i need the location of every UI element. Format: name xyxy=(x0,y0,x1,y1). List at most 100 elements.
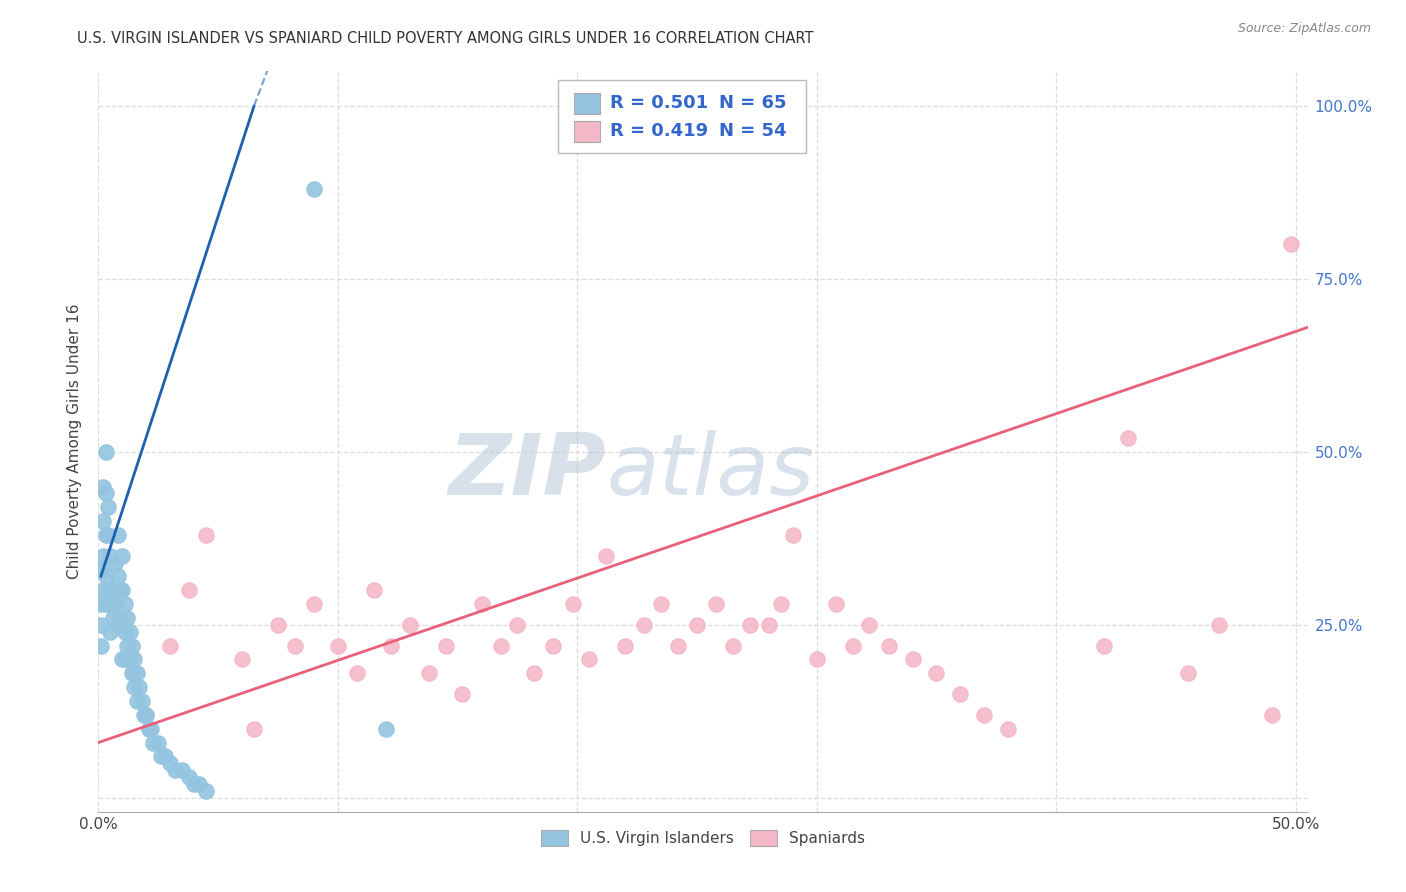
Point xyxy=(380,639,402,653)
Point xyxy=(721,639,744,653)
Point xyxy=(195,784,218,798)
Point xyxy=(90,563,112,577)
Point xyxy=(94,445,117,459)
Point xyxy=(131,694,153,708)
Point xyxy=(135,707,157,722)
Text: ZIP: ZIP xyxy=(449,430,606,513)
Point xyxy=(782,528,804,542)
Point xyxy=(363,583,385,598)
Point xyxy=(115,611,138,625)
Point xyxy=(188,777,211,791)
Point xyxy=(704,597,727,611)
Point xyxy=(267,618,290,632)
Point xyxy=(97,528,120,542)
Point xyxy=(179,770,201,784)
Point xyxy=(118,624,141,639)
Point xyxy=(124,666,146,681)
Point xyxy=(121,639,143,653)
Point xyxy=(90,639,112,653)
Point xyxy=(128,680,150,694)
Point xyxy=(1279,237,1302,252)
Point xyxy=(118,652,141,666)
Point xyxy=(506,618,529,632)
Point xyxy=(374,722,396,736)
Text: atlas: atlas xyxy=(606,430,814,513)
Point xyxy=(90,597,112,611)
Point xyxy=(1092,639,1115,653)
Point xyxy=(949,687,972,701)
Point xyxy=(148,735,170,749)
Point xyxy=(94,486,117,500)
Point xyxy=(104,597,127,611)
Point xyxy=(94,528,117,542)
Point xyxy=(523,666,546,681)
Point xyxy=(100,624,122,639)
Point xyxy=(124,652,146,666)
Point xyxy=(302,597,325,611)
Point xyxy=(666,639,689,653)
Point xyxy=(451,687,474,701)
Point xyxy=(97,500,120,515)
Point xyxy=(543,639,565,653)
Point xyxy=(135,707,157,722)
Text: R = 0.419: R = 0.419 xyxy=(610,122,709,140)
Point xyxy=(125,694,148,708)
Point xyxy=(614,639,637,653)
Text: R = 0.501: R = 0.501 xyxy=(610,95,709,112)
Point xyxy=(100,549,122,563)
Point xyxy=(738,618,761,632)
Point xyxy=(108,583,131,598)
Point xyxy=(595,549,617,563)
Point xyxy=(91,549,114,563)
Point xyxy=(100,597,122,611)
Point xyxy=(101,611,124,625)
Point xyxy=(825,597,848,611)
Point xyxy=(769,597,792,611)
Point xyxy=(91,479,114,493)
Point xyxy=(159,756,181,771)
Point xyxy=(124,680,146,694)
Point xyxy=(104,556,127,570)
Point xyxy=(172,763,194,777)
Point xyxy=(925,666,948,681)
Text: Source: ZipAtlas.com: Source: ZipAtlas.com xyxy=(1237,22,1371,36)
Point xyxy=(326,639,349,653)
Point xyxy=(114,597,136,611)
Point xyxy=(183,777,205,791)
Point xyxy=(195,528,218,542)
Point xyxy=(418,666,440,681)
Point xyxy=(633,618,655,632)
Point xyxy=(100,583,122,598)
Point xyxy=(111,618,134,632)
Point xyxy=(97,583,120,598)
Point xyxy=(231,652,253,666)
Point xyxy=(114,652,136,666)
Point xyxy=(111,583,134,598)
Point xyxy=(132,707,155,722)
Point xyxy=(398,618,420,632)
Point xyxy=(155,749,177,764)
Point xyxy=(125,666,148,681)
FancyBboxPatch shape xyxy=(574,121,600,142)
Point xyxy=(90,618,112,632)
Point xyxy=(346,666,368,681)
Point xyxy=(806,652,828,666)
Point xyxy=(434,639,457,653)
Point xyxy=(997,722,1019,736)
Point xyxy=(115,639,138,653)
Point xyxy=(107,618,129,632)
Point xyxy=(94,597,117,611)
Point xyxy=(302,182,325,196)
Point xyxy=(94,569,117,583)
Point xyxy=(142,735,165,749)
Legend: U.S. Virgin Islanders, Spaniards: U.S. Virgin Islanders, Spaniards xyxy=(534,824,872,852)
Point xyxy=(111,549,134,563)
Point xyxy=(973,707,995,722)
Point xyxy=(91,514,114,528)
Point xyxy=(901,652,924,666)
Point xyxy=(163,763,186,777)
Point xyxy=(578,652,600,666)
Point xyxy=(1208,618,1230,632)
Point xyxy=(101,583,124,598)
Point xyxy=(877,639,900,653)
